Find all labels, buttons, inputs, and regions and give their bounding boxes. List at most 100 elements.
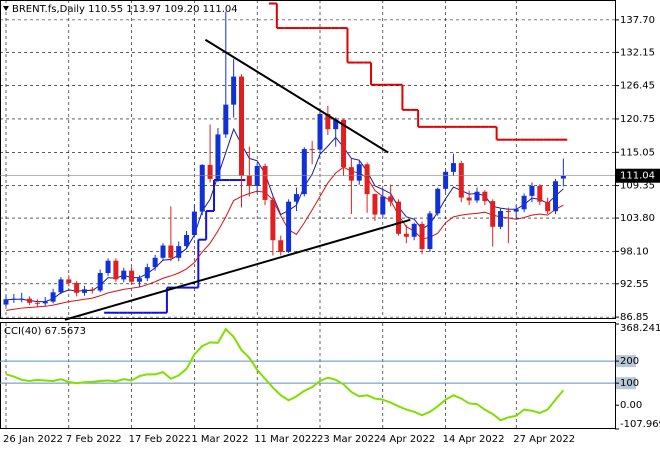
candle-body: [97, 272, 103, 291]
x-tick-label: 7 Feb 2022: [66, 434, 122, 445]
y-tick-label: 0.00: [620, 400, 642, 411]
header: BRENT.fs,Daily 110.55 113.97 109.20 111.…: [12, 4, 238, 15]
main-panel-frame: [0, 0, 616, 319]
candle-body: [458, 163, 464, 198]
candle-body: [27, 298, 33, 303]
level-box: [616, 355, 636, 368]
y-tick-label: 120.75: [620, 114, 655, 125]
moving-average-line: [5, 166, 564, 311]
candle-body: [74, 282, 80, 293]
candle-body: [372, 194, 378, 215]
candle-body: [317, 113, 323, 150]
y-tick-label: 109.35: [620, 181, 655, 192]
candle-body: [529, 185, 535, 196]
candle-body: [545, 201, 551, 212]
candle-body: [129, 270, 135, 282]
last-price-label: 111.04: [620, 171, 655, 182]
candle-body: [427, 213, 433, 250]
trend-line: [64, 218, 411, 321]
last-price-box: [616, 168, 660, 183]
candle-body: [537, 185, 543, 202]
candle-body: [105, 260, 111, 273]
candle-body: [443, 171, 449, 189]
candle-body: [348, 167, 354, 181]
y-tick-label: 132.15: [620, 47, 655, 58]
x-tick-label: 26 Jan 2022: [3, 434, 63, 445]
candle-body: [144, 267, 150, 279]
candle-body: [223, 104, 229, 135]
y-tick-label: 100: [620, 378, 639, 389]
candle-body: [136, 278, 142, 282]
candle-body: [482, 191, 488, 202]
candle-body: [246, 175, 252, 186]
indicator-panel-frame: [0, 322, 616, 429]
candle-body: [184, 234, 190, 247]
candle-body: [301, 149, 307, 195]
candle-body: [3, 299, 9, 305]
y-tick-label: 368.2416: [620, 323, 660, 334]
y-tick-label: 103.80: [620, 213, 655, 224]
candle-body: [474, 191, 480, 201]
candle-body: [231, 76, 237, 105]
y-tick-label: 137.70: [620, 15, 655, 26]
candle-body: [498, 211, 504, 227]
candle-body: [191, 211, 197, 235]
x-tick-label: 4 Apr 2022: [380, 434, 435, 445]
cci-line: [5, 327, 565, 422]
candle-body: [435, 188, 441, 214]
candle-body: [270, 199, 276, 241]
candle-body: [411, 223, 417, 237]
candle-body: [513, 209, 519, 212]
level-box: [616, 377, 636, 390]
candle-body: [403, 233, 409, 237]
candle-body: [364, 164, 370, 195]
candle-body: [466, 197, 472, 201]
x-tick-label: 27 Apr 2022: [513, 434, 575, 445]
candle-body: [199, 164, 205, 212]
candle-body: [560, 175, 566, 179]
candle-body: [293, 194, 299, 202]
candle-body: [58, 279, 64, 293]
candle-body: [505, 211, 511, 213]
candle-body: [50, 292, 56, 302]
y-tick-label: 86.85: [620, 312, 649, 323]
candle-body: [278, 240, 284, 252]
x-tick-label: 17 Feb 2022: [129, 434, 191, 445]
candle-body: [215, 134, 221, 179]
candle-body: [380, 196, 386, 215]
candle-body: [11, 298, 17, 300]
x-tick-label: 1 Mar 2022: [191, 434, 248, 445]
candle-body: [121, 270, 127, 280]
candle-body: [333, 119, 339, 130]
y-tick-label: 115.05: [620, 147, 655, 158]
candle-body: [19, 298, 25, 300]
y-tick-label: 126.45: [620, 81, 655, 92]
candle-body: [341, 119, 347, 168]
candle-body: [89, 289, 95, 291]
x-tick-label: 14 Apr 2022: [443, 434, 505, 445]
candle-body: [160, 245, 166, 258]
candle-body: [553, 181, 558, 212]
y-tick-label: -107.969: [620, 419, 660, 430]
candle-body: [396, 201, 401, 234]
header-icon: [3, 6, 9, 11]
candle-body: [388, 196, 394, 202]
candle-body: [356, 164, 362, 181]
candle-body: [66, 279, 72, 283]
trend-line: [204, 38, 389, 154]
y-tick-label: 98.10: [620, 246, 649, 257]
candle-body: [262, 166, 268, 200]
candle-body: [113, 260, 119, 280]
candle-body: [419, 223, 425, 250]
y-tick-label: 200: [620, 356, 639, 367]
candle-body: [42, 301, 48, 304]
indicator-label: CCI(40) 67.5673: [4, 326, 86, 337]
x-tick-label: 23 Mar 2022: [317, 434, 380, 445]
candle-body: [207, 164, 213, 179]
candle-body: [521, 195, 527, 210]
candle-body: [450, 163, 456, 172]
candle-body: [490, 201, 496, 227]
